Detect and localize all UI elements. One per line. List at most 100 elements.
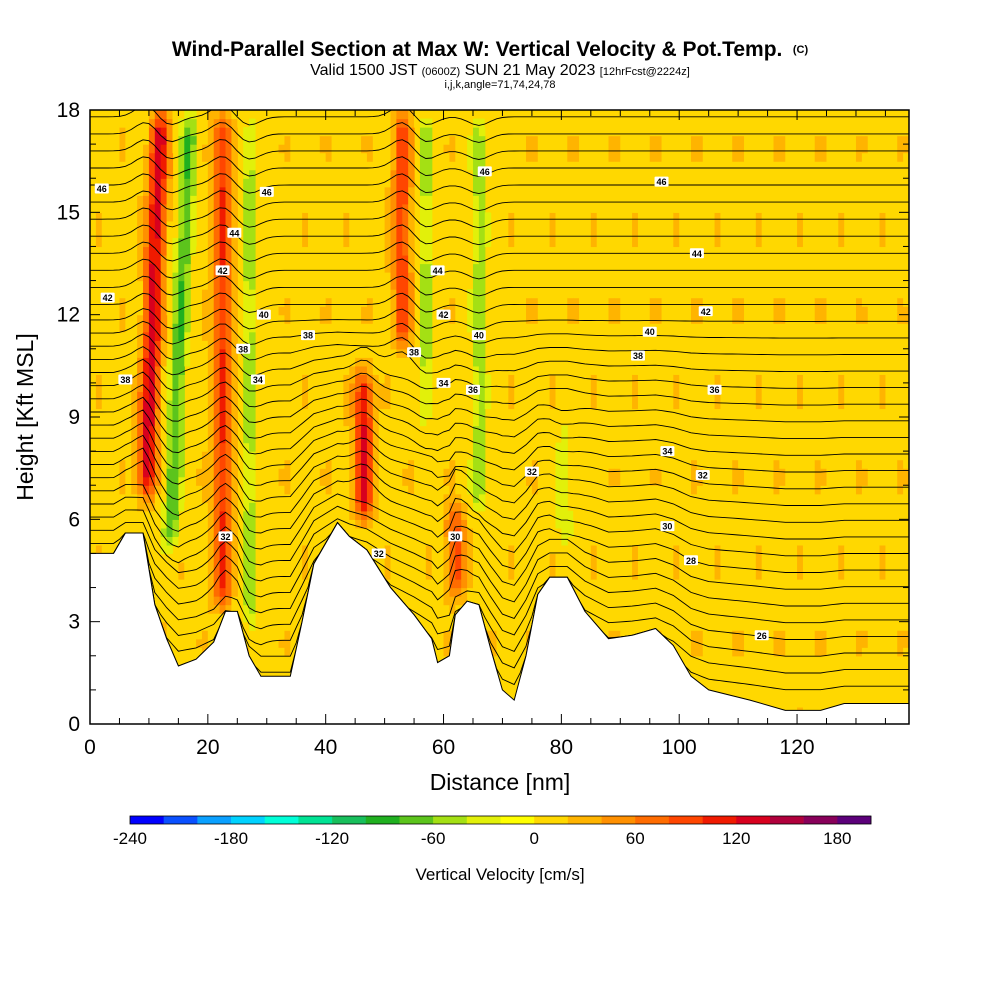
velocity-cell [797, 544, 804, 580]
velocity-cell [178, 561, 185, 580]
isentrope-line [90, 434, 909, 490]
isentrope-line [90, 275, 909, 297]
velocity-cell [673, 579, 680, 708]
isentrope-label: 40 [256, 309, 271, 320]
velocity-cell [319, 152, 327, 307]
velocity-cell [154, 237, 162, 341]
velocity-cell [408, 272, 415, 333]
velocity-cell [508, 579, 515, 708]
velocity-cell [555, 110, 562, 427]
svg-text:46: 46 [480, 167, 490, 177]
velocity-cell [119, 297, 126, 333]
velocity-cell [855, 655, 863, 724]
velocity-cell [143, 195, 150, 248]
chart-title: Wind-Parallel Section at Max W: Vertical… [172, 38, 809, 61]
velocity-cell [160, 502, 168, 529]
velocity-cell [773, 459, 780, 495]
velocity-cell [201, 340, 209, 452]
velocity-cell [590, 544, 598, 580]
velocity-cell [732, 110, 739, 137]
velocity-cell [903, 323, 909, 469]
colorbar-segment [264, 816, 299, 824]
velocity-cell [567, 110, 574, 137]
velocity-cell [490, 246, 498, 375]
velocity-cell [608, 135, 615, 162]
velocity-cell [732, 655, 739, 724]
velocity-cell [231, 118, 238, 597]
velocity-cell [573, 135, 580, 162]
velocity-cell [738, 110, 745, 137]
isentrope-line [90, 139, 909, 160]
velocity-cell [655, 468, 663, 486]
velocity-cell [249, 169, 256, 290]
velocity-cell [461, 587, 468, 606]
velocity-cell [879, 110, 887, 213]
velocity-cell [791, 110, 798, 724]
velocity-cell [502, 110, 509, 724]
velocity-cell [549, 246, 557, 375]
x-tick-label: 60 [432, 736, 455, 759]
colorbar-segment [163, 816, 198, 824]
velocity-cell [526, 468, 533, 486]
velocity-cell [773, 493, 780, 631]
colorbar-segment [668, 816, 703, 824]
velocity-cell [425, 263, 433, 358]
isentrope-line [90, 521, 909, 640]
velocity-cell [590, 246, 598, 375]
velocity-cell [284, 135, 291, 162]
velocity-cell [408, 186, 415, 273]
isentrope-label: 34 [660, 446, 675, 457]
velocity-cell [431, 425, 439, 724]
svg-text:40: 40 [474, 331, 484, 341]
velocity-cell [626, 110, 633, 724]
velocity-cell [95, 246, 103, 375]
velocity-cell [508, 544, 515, 580]
svg-text:36: 36 [468, 385, 478, 395]
isentrope-label: 44 [430, 265, 445, 276]
velocity-cell [738, 468, 745, 486]
velocity-cell [160, 178, 168, 205]
isentrope-line [90, 258, 909, 280]
velocity-cell [396, 348, 403, 358]
velocity-cell [148, 110, 156, 120]
velocity-cell [472, 263, 480, 367]
isentrope-line [90, 156, 909, 177]
velocity-cell [355, 374, 362, 393]
velocity-cell [361, 502, 368, 512]
velocity-cell [137, 110, 144, 196]
svg-text:44: 44 [229, 228, 239, 238]
svg-text:30: 30 [450, 532, 460, 542]
velocity-cell [820, 468, 828, 486]
velocity-cell [738, 630, 745, 657]
velocity-cell [567, 135, 574, 162]
isentrope-line [90, 521, 909, 624]
isentrope-label: 30 [448, 531, 463, 542]
velocity-cell [443, 519, 451, 537]
velocity-cell [249, 502, 256, 614]
svg-text:46: 46 [262, 187, 272, 197]
velocity-cell [755, 544, 763, 580]
velocity-cell [184, 110, 191, 120]
velocity-cell [184, 118, 191, 128]
isentrope-label: 38 [630, 350, 645, 361]
colorbar-segment [298, 816, 333, 824]
velocity-cell [484, 510, 492, 631]
velocity-cell [143, 399, 150, 478]
velocity-cell [219, 587, 227, 597]
svg-text:30: 30 [662, 522, 672, 532]
velocity-cell [278, 485, 286, 640]
velocity-cell [449, 459, 456, 503]
y-tick-label: 9 [68, 406, 80, 429]
velocity-cell [891, 110, 898, 724]
velocity-cell [726, 110, 733, 724]
velocity-cell [366, 323, 374, 358]
x-tick-label: 80 [550, 736, 573, 759]
velocity-cell [243, 178, 250, 282]
x-tick-label: 40 [314, 736, 337, 759]
colorbar-label: Vertical Velocity [cm/s] [415, 865, 584, 884]
isentrope-label: 46 [94, 183, 109, 194]
velocity-cell [278, 306, 286, 316]
velocity-cell [897, 493, 904, 631]
